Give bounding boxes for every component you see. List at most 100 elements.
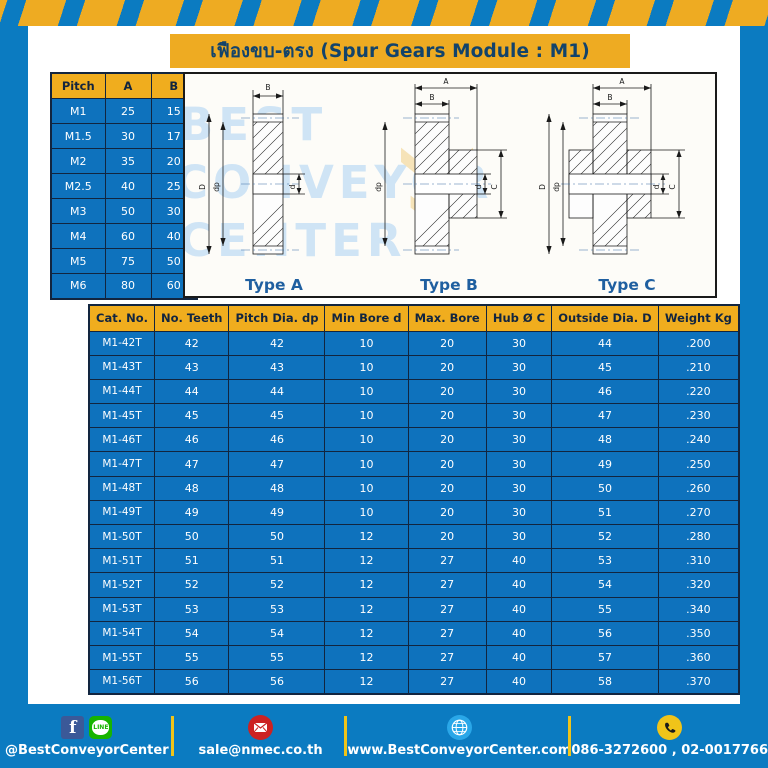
pitch-cell: M4 [50,223,106,249]
pitch-reference-table: Pitch A B M1 25 15 M1.5 30 17 M2 35 20 M2.5 40 2… [50,72,198,300]
spec-cell-cat-no: M1-44T [88,378,155,405]
spec-cell-cat-no: M1-42T [88,330,155,356]
spec-cell-min-bore: 10 [324,451,409,477]
footer-item-email[interactable]: sale@nmec.co.th [174,704,348,768]
pitch-cell: 75 [104,248,152,274]
spec-cell-cat-no: M1-56T [88,669,155,695]
spec-header-no-teeth: No. Teeth [153,304,230,332]
spec-cell-weight: .210 [657,354,740,380]
spec-cell-weight: .310 [657,548,740,574]
footer-item-website[interactable]: www.BestConveyorCenter.com [347,704,572,768]
spec-cell-min-bore: 10 [324,354,409,380]
spec-cell-no-teeth: 45 [153,403,230,429]
table-row: M6 80 60 [50,273,198,299]
spec-cell-hub-dia: 30 [485,499,553,526]
spec-cell-pitch-dia: 56 [228,669,326,695]
spec-cell-cat-no: M1-50T [88,523,155,550]
table-row: M1-50T 50 50 12 20 30 52.280 [88,523,740,550]
table-row: M1-46T 46 46 10 20 30 48.240 [88,427,740,453]
globe-icon[interactable] [446,715,472,740]
spec-cell-hub-dia: 40 [485,644,553,671]
dim-label-hub-c: C [490,184,499,189]
table-row: M1-42T 42 42 10 20 30 44.200 [88,330,740,356]
dim-label-d-outside: D [198,184,207,190]
phone-icon[interactable] [657,715,683,740]
footer-contact-bar: f LINE @BestConveyorCenter sale@nmec.co.… [0,704,768,768]
spec-cell-pitch-dia: 42 [228,330,326,356]
footer-item-phone[interactable]: 086-3272600 , 02-0017766 [571,704,768,768]
spec-cell-weight: .230 [657,403,740,429]
spec-cell-weight: .250 [657,451,740,477]
spec-cell-weight: .270 [657,499,740,526]
spec-cell-pitch-dia: 51 [228,548,326,574]
table-row: M2.5 40 25 [50,173,198,199]
spec-table: Cat. No. No. Teeth Pitch Dia. dp Min Bor… [88,304,740,695]
spec-cell-max-bore: 20 [407,427,487,453]
spec-table-body: M1-42T 42 42 10 20 30 44.200 M1-43T 43 43 10 20 30 45… [88,330,740,695]
line-icon[interactable]: LINE [89,716,113,739]
spec-header-cat-no: Cat. No. [88,304,155,332]
gear-type-a: B D dp d Type A [189,74,359,296]
pitch-cell: M1.5 [50,123,106,149]
spec-cell-pitch-dia: 44 [228,378,326,405]
spec-cell-cat-no: M1-48T [88,475,155,501]
spec-cell-no-teeth: 56 [153,669,230,695]
table-row: M1-47T 47 47 10 20 30 49.250 [88,451,740,477]
spec-cell-outside-dia: 58 [551,669,659,695]
footer-item-social[interactable]: f LINE @BestConveyorCenter [0,704,174,768]
spec-cell-hub-dia: 40 [485,620,553,646]
pitch-header-a: A [104,72,152,99]
spec-cell-min-bore: 12 [324,572,409,598]
email-icon[interactable] [248,715,274,740]
spec-cell-pitch-dia: 47 [228,451,326,477]
spec-cell-pitch-dia: 54 [228,620,326,646]
spec-cell-no-teeth: 42 [153,330,230,356]
spec-cell-outside-dia: 53 [551,548,659,574]
dim-label-d-outside: D [539,184,547,190]
spec-cell-outside-dia: 50 [551,475,659,501]
dim-label-bore: d [288,184,297,189]
spec-cell-cat-no: M1-54T [88,620,155,646]
spec-cell-min-bore: 10 [324,475,409,501]
spec-cell-min-bore: 10 [324,378,409,405]
spec-cell-hub-dia: 40 [485,669,553,695]
spec-cell-hub-dia: 30 [485,403,553,429]
spec-cell-hub-dia: 30 [485,427,553,453]
spec-cell-hub-dia: 30 [485,354,553,380]
footer-email-icons [248,714,274,741]
gear-type-b: A B dp C d Type B [359,74,539,296]
spec-cell-min-bore: 12 [324,523,409,550]
spec-cell-cat-no: M1-55T [88,644,155,671]
spec-cell-pitch-dia: 46 [228,427,326,453]
spec-cell-min-bore: 12 [324,596,409,622]
spec-cell-weight: .240 [657,427,740,453]
spec-cell-min-bore: 10 [324,403,409,429]
spec-header-outside-dia: Outside Dia. D [551,304,659,332]
dim-label-bore: d [652,184,661,189]
spec-cell-weight: .280 [657,523,740,550]
table-row: M1-44T 44 44 10 20 30 46.220 [88,378,740,405]
spec-cell-cat-no: M1-46T [88,427,155,453]
footer-website-label: www.BestConveyorCenter.com [347,743,572,758]
pitch-cell: M3 [50,198,106,224]
pitch-cell: M2 [50,148,106,174]
gear-type-b-caption: Type B [420,276,478,294]
pitch-cell: 50 [104,198,152,224]
dim-label-dp: dp [212,182,221,192]
facebook-icon[interactable]: f [61,716,85,739]
spec-cell-no-teeth: 54 [153,620,230,646]
pitch-cell: M2.5 [50,173,106,199]
footer-social-icons: f LINE [61,714,113,741]
spec-cell-min-bore: 10 [324,427,409,453]
spec-cell-outside-dia: 54 [551,572,659,598]
footer-divider [170,716,174,756]
gear-type-c-caption: Type C [598,276,656,294]
spec-cell-outside-dia: 49 [551,451,659,477]
spec-cell-cat-no: M1-52T [88,572,155,598]
spec-cell-min-bore: 12 [324,669,409,695]
spec-header-hub-dia: Hub Ø C [485,304,553,332]
spec-cell-weight: .350 [657,620,740,646]
spec-cell-max-bore: 27 [407,572,487,598]
spec-cell-hub-dia: 40 [485,572,553,598]
spec-cell-cat-no: M1-49T [88,499,155,526]
